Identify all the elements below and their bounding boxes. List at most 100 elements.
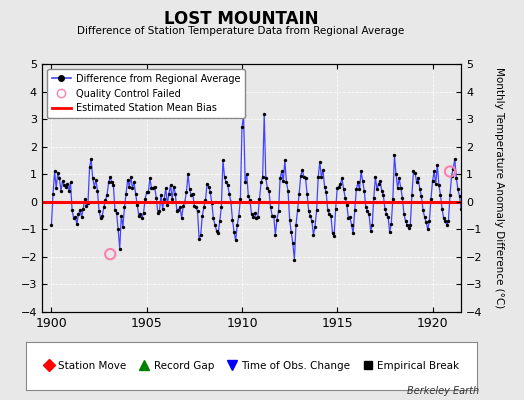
Point [255, 196, 264, 202]
Point [225, 190, 234, 197]
Point [346, 214, 354, 220]
Point [158, 206, 167, 212]
Point [93, 188, 102, 194]
Point [458, 207, 467, 213]
Point [58, 178, 67, 184]
Point [119, 223, 127, 230]
Point [47, 222, 56, 228]
Point [322, 189, 330, 195]
Point [185, 186, 194, 192]
Point [136, 211, 145, 217]
Point [289, 240, 297, 246]
Point [222, 179, 231, 186]
Point [65, 188, 73, 194]
Point [217, 204, 225, 210]
Point [427, 196, 435, 202]
Point [455, 193, 464, 200]
Point [55, 175, 63, 182]
Point [173, 208, 181, 215]
Point [95, 208, 103, 215]
Point [428, 178, 436, 184]
Point [351, 207, 359, 213]
Point [408, 192, 416, 198]
Point [293, 207, 302, 213]
Point [147, 185, 156, 191]
Point [101, 197, 110, 204]
Point [204, 184, 213, 190]
Point [209, 215, 217, 222]
Point [344, 215, 353, 222]
Point [109, 182, 117, 188]
Point [76, 207, 84, 213]
Point [412, 179, 421, 186]
Point [295, 190, 303, 197]
Point [297, 172, 305, 179]
Point [146, 175, 154, 182]
Point [335, 184, 343, 190]
Point [438, 206, 446, 212]
Point [252, 215, 260, 222]
Point [224, 182, 232, 188]
Point [236, 196, 245, 202]
Point [233, 222, 242, 228]
Point [400, 211, 408, 217]
Point [200, 204, 208, 210]
Point [67, 179, 75, 186]
Point [317, 174, 325, 180]
Point [325, 211, 333, 217]
Point [228, 216, 237, 223]
Point [250, 210, 259, 216]
Point [96, 215, 105, 222]
Point [357, 168, 365, 175]
Point [82, 203, 91, 209]
Point [214, 230, 222, 237]
Point [381, 206, 389, 212]
Point [392, 171, 400, 178]
Point [422, 219, 430, 226]
Point [104, 179, 113, 186]
Point [201, 197, 210, 204]
Point [332, 206, 340, 212]
Point [230, 229, 238, 235]
Point [235, 212, 243, 219]
Point [232, 237, 240, 244]
Point [312, 207, 321, 213]
Point [395, 175, 403, 182]
Point [215, 218, 224, 224]
Point [281, 157, 289, 164]
Point [81, 196, 89, 202]
Point [265, 188, 273, 194]
Point [49, 190, 57, 197]
Point [323, 207, 332, 213]
Point [358, 178, 367, 184]
Point [227, 198, 235, 205]
Point [112, 210, 121, 216]
Point [287, 229, 296, 235]
Point [241, 179, 249, 186]
Point [212, 228, 221, 234]
Point [107, 179, 116, 186]
Point [90, 184, 99, 190]
Point [347, 222, 356, 228]
Point [189, 190, 197, 197]
Point [386, 229, 394, 235]
Point [315, 159, 324, 165]
Point [244, 193, 253, 200]
Point [282, 179, 291, 186]
Point [336, 181, 345, 187]
Point [155, 208, 163, 215]
Point [457, 206, 465, 212]
Point [286, 216, 294, 223]
Point [121, 204, 129, 210]
Point [268, 212, 276, 219]
Point [187, 192, 195, 198]
Point [447, 172, 456, 179]
Point [170, 184, 178, 190]
Point [333, 185, 342, 191]
Point [432, 181, 440, 187]
Point [365, 211, 373, 217]
Point [314, 174, 322, 180]
Point [208, 200, 216, 206]
Point [308, 218, 316, 224]
Point [349, 230, 357, 237]
